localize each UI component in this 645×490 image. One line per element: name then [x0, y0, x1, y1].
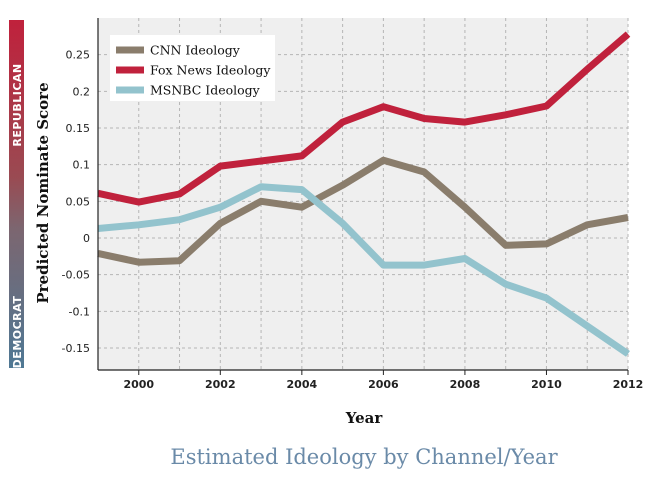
y-axis-title: Predicted Nominate Score	[34, 82, 52, 303]
x-tick-label: 2006	[368, 378, 399, 391]
y-tick-label: 0.1	[73, 159, 91, 172]
series-line-msnbc-ideology	[97, 183, 630, 357]
y-tick-label: 0	[83, 232, 90, 245]
legend-label: MSNBC Ideology	[150, 83, 261, 98]
x-axis-ticks: 2000 2002 2004 2006 2008 2010 2012	[123, 370, 643, 391]
y-tick-label: -0.1	[69, 305, 90, 318]
y-tick-label: -0.15	[62, 342, 90, 355]
y-tick-label: 0.2	[73, 85, 91, 98]
y-tick-label: 0.05	[66, 195, 91, 208]
x-tick-label: 2008	[450, 378, 481, 391]
x-tick-label: 2002	[205, 378, 236, 391]
x-axis-title: Year	[345, 409, 384, 427]
legend: CNN Ideology Fox News Ideology MSNBC Ideol…	[110, 35, 275, 101]
y-tick-label: -0.05	[62, 269, 90, 282]
y-tick-label: 0.15	[66, 122, 91, 135]
x-tick-label: 2000	[123, 378, 154, 391]
series-lines	[97, 31, 631, 357]
x-tick-label: 2012	[613, 378, 644, 391]
y-axis-ticks: -0.15 -0.1 -0.05 0 0.05 0.1 0.15 0.2 0.25	[62, 49, 90, 355]
partisan-gradient-band	[9, 20, 24, 368]
legend-label: CNN Ideology	[150, 43, 241, 58]
legend-label: Fox News Ideology	[150, 63, 271, 78]
y-tick-label: 0.25	[66, 49, 91, 62]
side-label-democrat: DEMOCRAT	[11, 296, 24, 369]
chart-title: Estimated Ideology by Channel/Year	[170, 445, 558, 469]
side-label-republican: REPUBLICAN	[11, 63, 24, 146]
x-tick-label: 2010	[531, 378, 562, 391]
series-line-fox-news-ideology	[97, 31, 631, 206]
series-line-cnn-ideology	[97, 156, 629, 266]
x-tick-label: 2004	[287, 378, 318, 391]
